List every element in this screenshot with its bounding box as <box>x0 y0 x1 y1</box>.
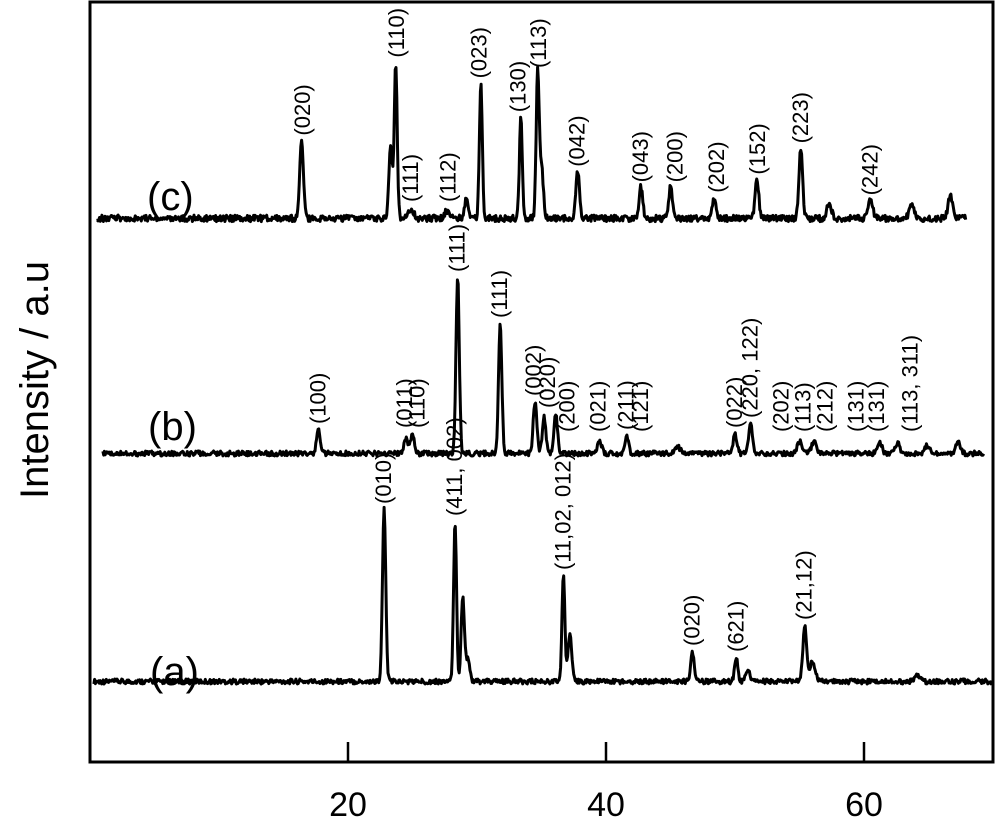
peak-annotation: (043) <box>628 131 653 182</box>
peak-annotation: (121) <box>628 381 653 432</box>
series-line <box>95 65 968 224</box>
peak-annotation: (111) <box>487 270 512 318</box>
series-label: (b) <box>148 405 197 449</box>
peak-annotation: (411, 002) <box>442 417 467 516</box>
peak-annotation: (200) <box>554 381 579 432</box>
peak-annotation: (220, 122) <box>737 318 762 418</box>
series-line <box>92 505 994 686</box>
peak-annotation: (100) <box>305 373 330 424</box>
peak-annotation: (011) <box>392 378 417 428</box>
peak-annotation: (242) <box>857 144 882 195</box>
peak-annotation: (113, 311) <box>897 335 922 432</box>
peak-annotation: (21,12) <box>792 550 817 620</box>
peak-annotation: (211) <box>614 380 639 430</box>
peak-annotation: (111) <box>398 154 423 202</box>
peak-annotation: (112) <box>436 152 461 202</box>
peak-annotation: (110) <box>384 8 409 58</box>
peak-annotation: (11,02, 012) <box>550 453 575 570</box>
peak-annotation: (131) <box>864 381 889 432</box>
series-label: (c) <box>147 175 194 219</box>
peak-annotation: (020) <box>290 84 315 135</box>
peak-annotation: (023) <box>467 27 492 78</box>
peak-annotation: (020) <box>679 595 704 646</box>
peak-annotation: (152) <box>745 123 770 174</box>
peak-annotation: (200) <box>663 131 688 182</box>
peak-annotation: (131) <box>843 381 868 432</box>
peak-annotation: (020) <box>535 357 560 408</box>
x-tick-label: 20 <box>329 786 367 824</box>
peak-annotation: (021) <box>585 381 610 432</box>
x-tick-label: 40 <box>587 786 625 824</box>
peak-annotation: (212) <box>812 381 837 432</box>
peak-annotation: (113) <box>790 382 815 432</box>
peak-annotation: (110) <box>405 378 430 428</box>
peak-annotation: (202) <box>704 141 729 192</box>
peak-annotation: (113) <box>526 18 551 68</box>
peak-annotation: (002) <box>521 345 546 396</box>
y-axis-label: Intensity / a.u <box>13 261 57 499</box>
peak-annotation: (010) <box>371 453 396 504</box>
series-label: (a) <box>150 650 199 694</box>
x-tick-label: 60 <box>845 786 883 824</box>
peak-annotation: (130) <box>505 61 530 112</box>
peak-annotation: (022) <box>722 377 747 428</box>
peak-annotation: (223) <box>788 92 813 143</box>
peak-annotation: (621) <box>723 601 748 652</box>
peak-annotation: (202) <box>768 381 793 432</box>
peak-annotation: (111) <box>445 224 470 272</box>
plot-frame <box>88 0 995 764</box>
peak-annotation: (042) <box>565 115 590 166</box>
series-line <box>101 278 986 458</box>
